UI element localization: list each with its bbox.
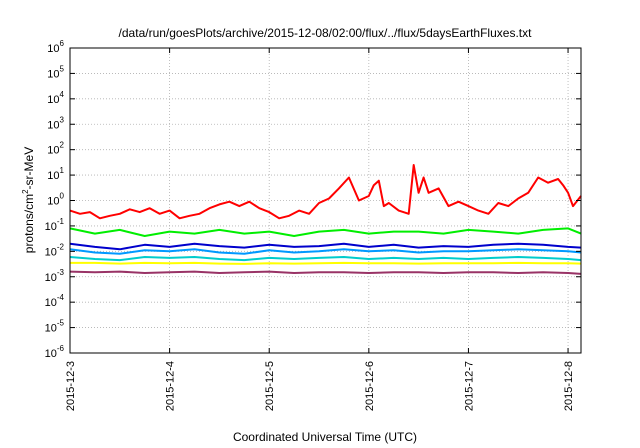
y-tick-label: 103 (47, 115, 64, 131)
y-tick-labels: 10-610-510-410-310-210-11001011021031041… (45, 39, 65, 360)
x-tick-label: 2015-12-4 (165, 361, 177, 411)
y-tick-exp: 3 (60, 115, 65, 124)
y-tick-base: 10 (47, 145, 59, 157)
y-tick-label: 10-5 (45, 319, 65, 335)
x-tick-label: 2015-12-5 (264, 361, 276, 411)
series-line (69, 248, 582, 255)
y-tick-label: 100 (47, 192, 64, 208)
axis-ticks (69, 47, 581, 354)
chart-title: /data/run/goesPlots/archive/2015-12-08/0… (119, 26, 533, 40)
x-tick-label: 2015-12-7 (463, 361, 475, 411)
y-tick-label: 10-4 (45, 293, 65, 309)
y-tick-base: 10 (45, 348, 57, 360)
series-line (69, 256, 582, 262)
series-line (69, 270, 582, 275)
x-tick-label: 2015-12-3 (65, 361, 77, 411)
y-tick-label: 106 (47, 39, 64, 55)
x-tick-label: 2015-12-6 (364, 361, 376, 411)
series-line (69, 227, 582, 237)
y-tick-label: 10-2 (45, 242, 65, 258)
y-tick-exp: 6 (60, 39, 65, 48)
y-tick-base: 10 (47, 119, 59, 131)
chart-series (69, 164, 582, 275)
y-axis-label-sup: 2 (21, 189, 30, 194)
y-tick-base: 10 (47, 43, 59, 55)
y-tick-exp: 1 (60, 166, 65, 175)
y-axis-label-post: -sr-MeV (22, 147, 36, 190)
y-tick-base: 10 (45, 297, 57, 309)
y-tick-exp: 5 (60, 64, 65, 73)
y-tick-exp: -3 (57, 268, 65, 277)
y-tick-exp: -2 (57, 242, 65, 251)
y-tick-exp: -4 (57, 293, 65, 302)
series-line (69, 164, 582, 220)
y-tick-base: 10 (45, 246, 57, 258)
y-axis-label: protons/cm2-sr-MeV (21, 147, 36, 253)
y-tick-exp: -6 (57, 344, 65, 353)
y-tick-label: 105 (47, 64, 64, 80)
y-tick-base: 10 (47, 170, 59, 182)
series-line (69, 242, 582, 251)
y-tick-exp: 2 (60, 141, 65, 150)
y-axis-label-pre: protons/cm (22, 194, 36, 253)
y-tick-label: 10-3 (45, 268, 65, 284)
y-tick-exp: -5 (57, 319, 65, 328)
y-tick-base: 10 (45, 221, 57, 233)
y-tick-base: 10 (47, 68, 59, 80)
series-line (70, 261, 582, 265)
y-tick-exp: -1 (57, 217, 65, 226)
x-tick-label: 2015-12-8 (563, 361, 575, 411)
y-tick-label: 10-6 (45, 344, 65, 360)
y-tick-base: 10 (47, 94, 59, 106)
y-tick-base: 10 (47, 196, 59, 208)
y-tick-base: 10 (45, 272, 57, 284)
y-tick-label: 101 (47, 166, 64, 182)
y-tick-exp: 4 (60, 90, 65, 99)
y-tick-exp: 0 (60, 192, 65, 201)
y-tick-base: 10 (45, 323, 57, 335)
y-tick-label: 102 (47, 141, 64, 157)
y-tick-label: 10-1 (45, 217, 65, 233)
x-axis-label: Coordinated Universal Time (UTC) (233, 430, 417, 444)
y-tick-label: 104 (47, 90, 64, 106)
x-tick-labels: 2015-12-3 2015-12-4 2015-12-5 2015-12-6 2015… (65, 361, 575, 411)
